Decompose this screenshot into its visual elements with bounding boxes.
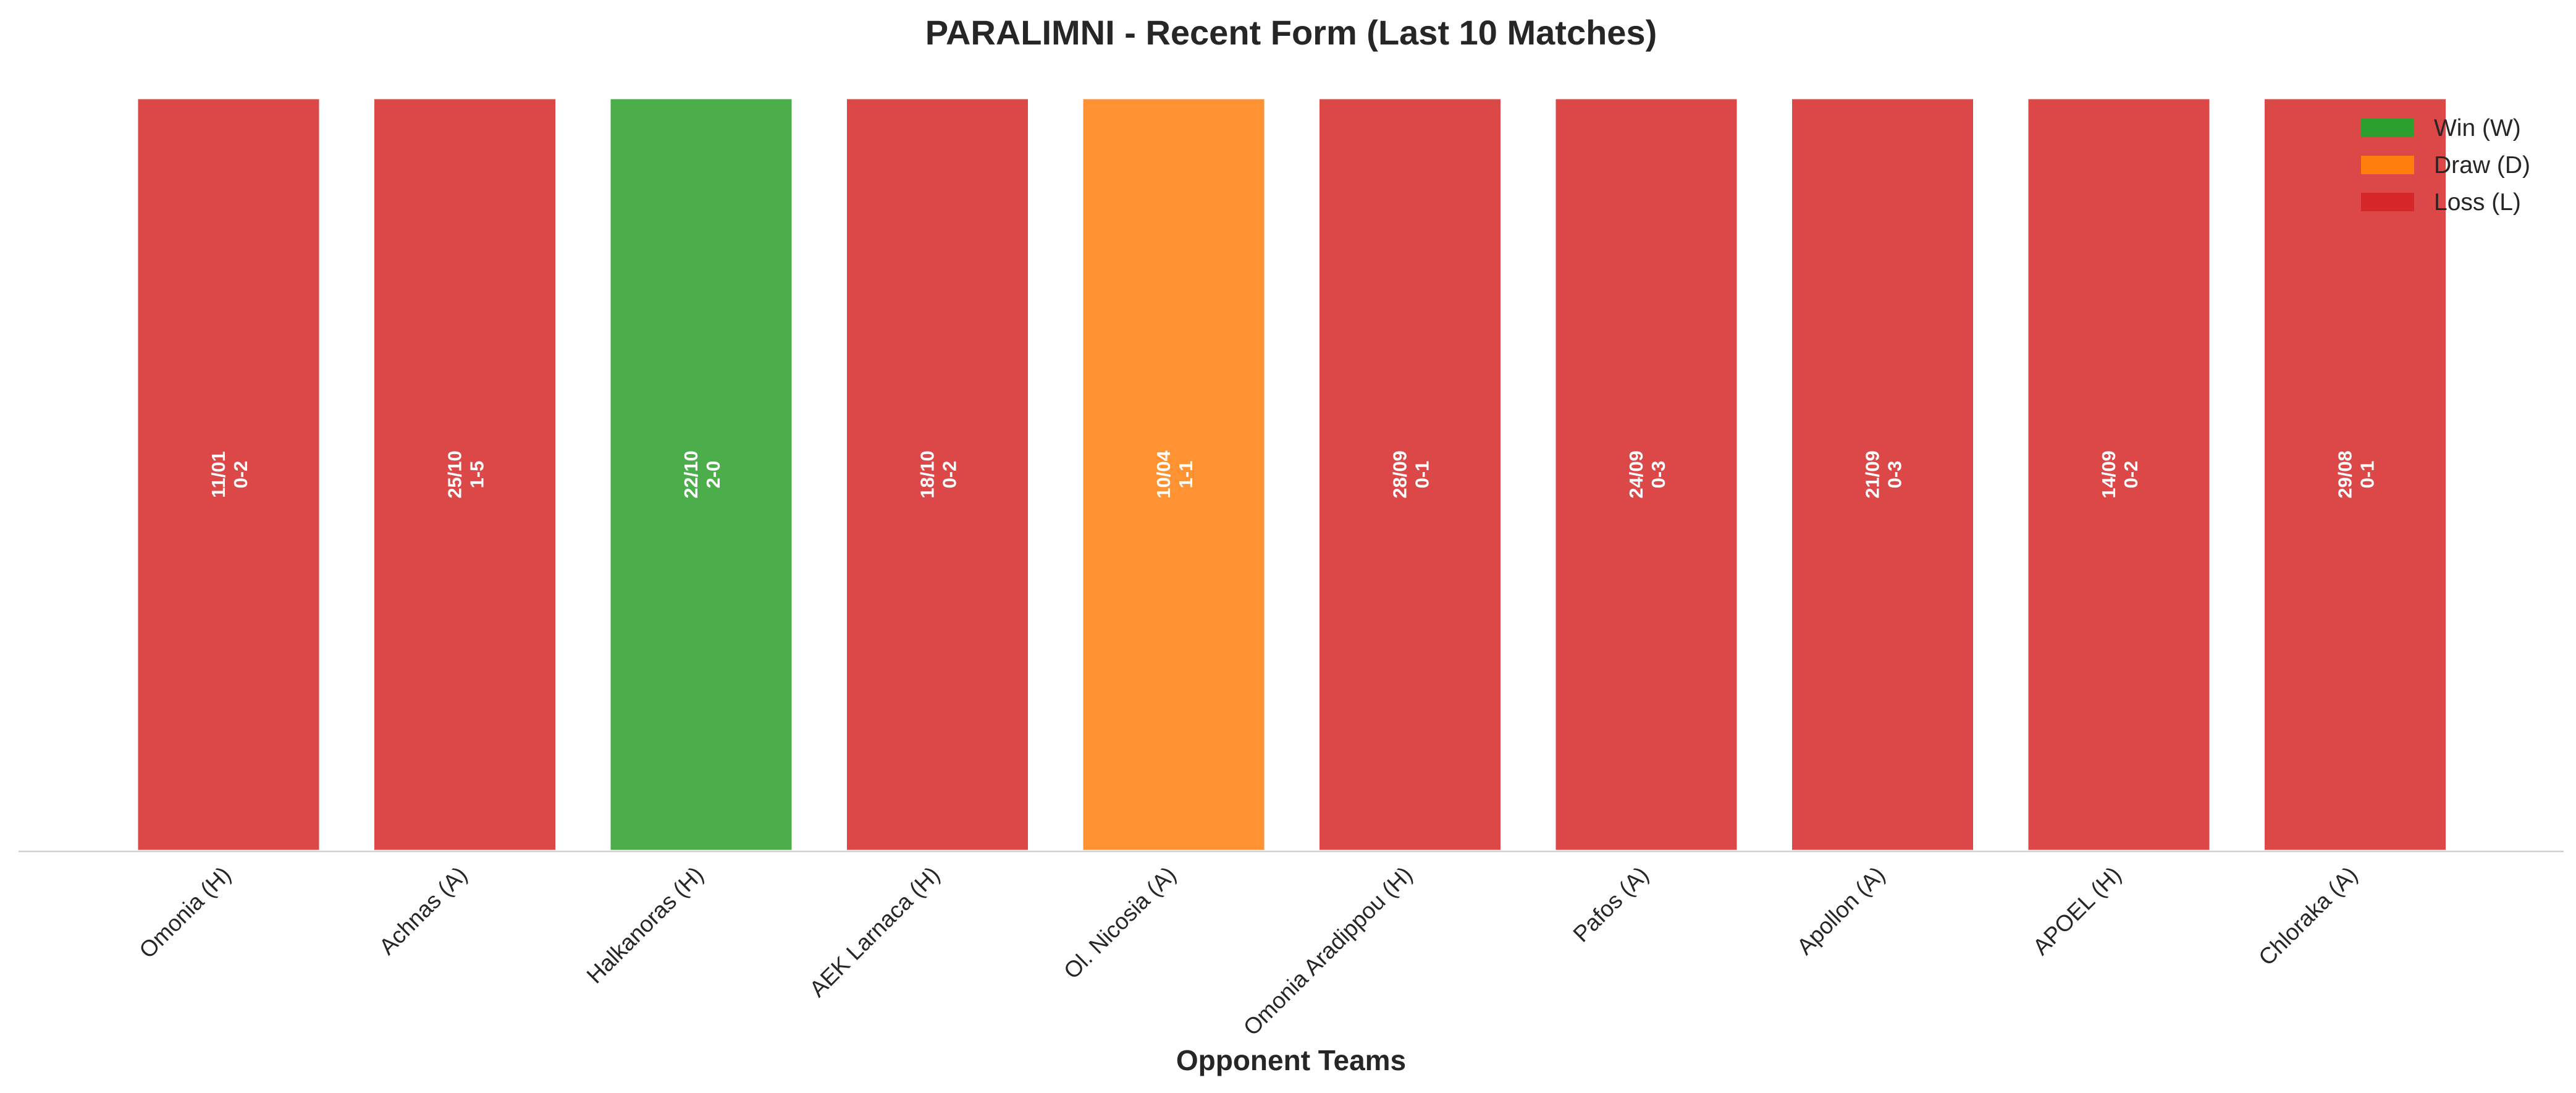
x-tick-label: Halkanoras (H) (582, 862, 709, 989)
bar-10 (2262, 96, 2449, 853)
legend: Win (W) Draw (D) Loss (L) (2361, 115, 2530, 216)
bar-date-label: 24/09 (1625, 450, 1647, 499)
legend-item-w: Win (W) (2361, 115, 2521, 141)
x-tick-label: Apollon (A) (1792, 862, 1890, 960)
bar-score-label: 0-2 (230, 461, 251, 489)
bar-label-1: 11/01 0-2 (208, 451, 251, 498)
bar-9 (2025, 96, 2213, 853)
bar-3 (607, 96, 795, 853)
bar-label-8: 21/09 0-3 (1862, 450, 1906, 499)
x-tick-label: AEK Larnaca (H) (804, 862, 945, 1002)
x-tick-label: Ol. Nicosia (A) (1059, 862, 1181, 984)
legend-label: Loss (L) (2434, 189, 2521, 216)
bar-6 (1316, 96, 1504, 853)
bar-score-label: 2-0 (702, 461, 724, 489)
x-axis-label: Opponent Teams (1176, 1044, 1406, 1076)
bar-score-label: 1-5 (466, 461, 488, 489)
bar-score-label: 1-1 (1175, 461, 1197, 489)
x-tick-label: APOEL (H) (2028, 862, 2126, 960)
x-tick-label: Omonia (H) (134, 862, 235, 963)
bar-label-3: 22/10 2-0 (680, 450, 724, 499)
bar-label-5: 10/04 1-1 (1153, 450, 1197, 498)
bar-label-6: 28/09 0-1 (1389, 450, 1433, 499)
bar-label-9: 14/09 0-2 (2098, 450, 2142, 499)
x-tick-label: Pafos (A) (1568, 862, 1654, 947)
bar-1 (135, 96, 322, 853)
bar-label-7: 24/09 0-3 (1625, 450, 1669, 499)
legend-label: Win (W) (2434, 115, 2521, 141)
bar-8 (1789, 96, 1976, 853)
bar-2 (371, 96, 558, 853)
bar-score-label: 0-1 (1412, 461, 1433, 489)
bar-label-2: 25/10 1-5 (444, 450, 488, 499)
bar-date-label: 11/01 (208, 451, 229, 498)
bar-date-label: 10/04 (1153, 450, 1174, 498)
bars-layer: 11/01 0-2 25/10 1-5 22/10 2-0 18/10 0-2 10/04 1-1… (135, 96, 2449, 853)
x-tick-label: Chloraka (A) (2254, 862, 2362, 971)
x-tick-label: Omonia Aradippou (H) (1239, 862, 1417, 1040)
bar-date-label: 28/09 (1389, 450, 1411, 499)
x-tick-labels: Omonia (H) Achnas (A) Halkanoras (H) AEK La… (134, 862, 2362, 1040)
bar-score-label: 0-1 (2357, 461, 2378, 489)
bar-date-label: 14/09 (2098, 450, 2119, 499)
bar-date-label: 18/10 (917, 450, 938, 499)
bar-label-4: 18/10 0-2 (917, 450, 961, 499)
x-tick-label: Achnas (A) (374, 862, 472, 960)
bar-date-label: 21/09 (1862, 450, 1884, 499)
bar-date-label: 25/10 (444, 450, 466, 499)
bar-7 (1552, 96, 1740, 853)
bar-score-label: 0-3 (1648, 461, 1669, 489)
legend-item-l: Loss (L) (2361, 189, 2521, 216)
bar-date-label: 29/08 (2334, 450, 2356, 499)
bar-label-10: 29/08 0-1 (2334, 450, 2378, 499)
legend-swatch (2361, 119, 2414, 137)
legend-label: Draw (D) (2434, 152, 2530, 179)
bar-4 (844, 96, 1031, 853)
legend-swatch (2361, 156, 2414, 174)
bar-5 (1080, 96, 1268, 853)
chart-title: PARALIMNI - Recent Form (Last 10 Matches… (925, 13, 1657, 52)
bar-date-label: 22/10 (680, 450, 702, 499)
legend-item-d: Draw (D) (2361, 152, 2530, 179)
bar-score-label: 0-3 (1884, 461, 1906, 489)
bar-score-label: 0-2 (939, 461, 961, 489)
bar-score-label: 0-2 (2120, 461, 2142, 489)
legend-swatch (2361, 193, 2414, 211)
